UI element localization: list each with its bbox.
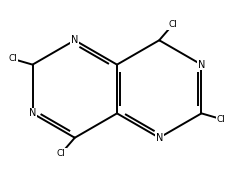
Text: Cl: Cl bbox=[57, 149, 66, 158]
Text: N: N bbox=[71, 35, 78, 45]
Text: N: N bbox=[156, 133, 163, 143]
Text: Cl: Cl bbox=[168, 20, 177, 29]
Text: Cl: Cl bbox=[8, 54, 17, 63]
Text: N: N bbox=[198, 60, 205, 70]
Text: Cl: Cl bbox=[217, 115, 226, 124]
Text: N: N bbox=[29, 108, 36, 118]
